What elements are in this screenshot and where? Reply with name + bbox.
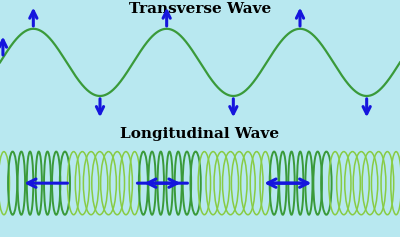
Text: Transverse Wave: Transverse Wave xyxy=(129,2,271,16)
Text: Longitudinal Wave: Longitudinal Wave xyxy=(120,128,280,141)
